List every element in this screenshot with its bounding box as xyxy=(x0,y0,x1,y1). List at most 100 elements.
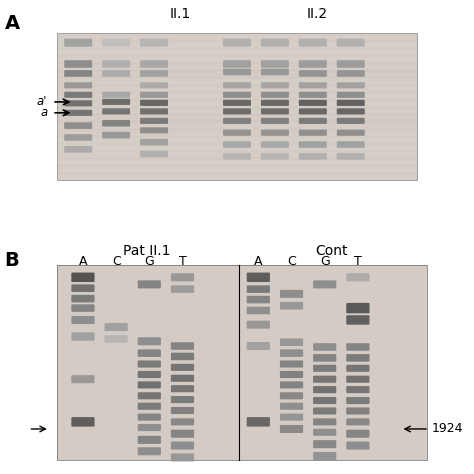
FancyBboxPatch shape xyxy=(337,100,365,106)
FancyBboxPatch shape xyxy=(299,82,327,89)
Bar xyxy=(57,77,417,84)
Bar xyxy=(57,41,417,48)
FancyBboxPatch shape xyxy=(223,69,251,75)
FancyBboxPatch shape xyxy=(313,428,337,436)
Text: G: G xyxy=(145,255,154,268)
FancyBboxPatch shape xyxy=(64,134,92,141)
Text: Pat II.1: Pat II.1 xyxy=(123,244,171,258)
FancyBboxPatch shape xyxy=(337,118,365,124)
FancyBboxPatch shape xyxy=(313,365,337,372)
FancyBboxPatch shape xyxy=(223,130,251,136)
FancyBboxPatch shape xyxy=(71,295,94,302)
FancyBboxPatch shape xyxy=(299,130,327,136)
FancyBboxPatch shape xyxy=(299,153,327,160)
Text: C: C xyxy=(112,255,120,268)
FancyBboxPatch shape xyxy=(346,407,370,414)
FancyBboxPatch shape xyxy=(137,361,161,368)
FancyBboxPatch shape xyxy=(261,100,289,106)
FancyBboxPatch shape xyxy=(313,452,337,460)
Text: T: T xyxy=(354,255,362,268)
FancyBboxPatch shape xyxy=(346,375,370,383)
FancyBboxPatch shape xyxy=(337,141,365,148)
FancyBboxPatch shape xyxy=(261,118,289,124)
FancyBboxPatch shape xyxy=(140,91,168,98)
FancyBboxPatch shape xyxy=(171,374,194,382)
Text: C: C xyxy=(287,255,296,268)
FancyBboxPatch shape xyxy=(346,273,370,282)
FancyBboxPatch shape xyxy=(171,407,194,414)
FancyBboxPatch shape xyxy=(140,128,168,134)
Bar xyxy=(239,265,427,460)
FancyBboxPatch shape xyxy=(299,70,327,77)
FancyBboxPatch shape xyxy=(71,375,94,383)
Bar xyxy=(57,84,417,92)
FancyBboxPatch shape xyxy=(71,332,94,341)
FancyBboxPatch shape xyxy=(102,60,130,68)
FancyBboxPatch shape xyxy=(313,375,337,383)
FancyBboxPatch shape xyxy=(71,284,94,292)
Text: a: a xyxy=(40,106,47,119)
FancyBboxPatch shape xyxy=(299,109,327,114)
FancyBboxPatch shape xyxy=(247,342,270,350)
FancyBboxPatch shape xyxy=(280,425,303,433)
FancyBboxPatch shape xyxy=(346,429,370,438)
Text: A: A xyxy=(254,255,263,268)
FancyBboxPatch shape xyxy=(313,280,337,288)
FancyBboxPatch shape xyxy=(313,397,337,404)
FancyBboxPatch shape xyxy=(64,91,92,98)
FancyBboxPatch shape xyxy=(337,60,365,68)
FancyBboxPatch shape xyxy=(64,109,92,116)
Text: T: T xyxy=(179,255,186,268)
FancyBboxPatch shape xyxy=(280,403,303,410)
FancyBboxPatch shape xyxy=(299,91,327,98)
FancyBboxPatch shape xyxy=(137,413,161,421)
FancyBboxPatch shape xyxy=(337,91,365,98)
FancyBboxPatch shape xyxy=(261,60,289,68)
FancyBboxPatch shape xyxy=(223,60,251,68)
Bar xyxy=(57,33,417,40)
FancyBboxPatch shape xyxy=(64,70,92,77)
Bar xyxy=(57,107,417,114)
FancyBboxPatch shape xyxy=(299,60,327,68)
FancyBboxPatch shape xyxy=(171,429,194,438)
FancyBboxPatch shape xyxy=(299,39,327,47)
Text: Cont: Cont xyxy=(316,244,348,258)
FancyBboxPatch shape xyxy=(140,70,168,77)
FancyBboxPatch shape xyxy=(337,39,365,47)
FancyBboxPatch shape xyxy=(280,392,303,399)
FancyBboxPatch shape xyxy=(71,417,94,427)
FancyBboxPatch shape xyxy=(140,151,168,157)
Text: G: G xyxy=(320,255,329,268)
FancyBboxPatch shape xyxy=(171,419,194,426)
FancyBboxPatch shape xyxy=(247,321,270,329)
Bar xyxy=(57,173,417,180)
FancyBboxPatch shape xyxy=(137,403,161,410)
FancyBboxPatch shape xyxy=(104,323,128,331)
FancyBboxPatch shape xyxy=(64,100,92,106)
FancyBboxPatch shape xyxy=(140,39,168,47)
FancyBboxPatch shape xyxy=(140,82,168,89)
FancyBboxPatch shape xyxy=(137,349,161,357)
FancyBboxPatch shape xyxy=(223,100,251,106)
FancyBboxPatch shape xyxy=(140,60,168,68)
FancyBboxPatch shape xyxy=(171,385,194,392)
FancyBboxPatch shape xyxy=(137,337,161,345)
FancyBboxPatch shape xyxy=(337,130,365,136)
FancyBboxPatch shape xyxy=(102,99,130,105)
FancyBboxPatch shape xyxy=(137,371,161,378)
FancyBboxPatch shape xyxy=(64,146,92,153)
Text: 1924: 1924 xyxy=(431,422,463,436)
FancyBboxPatch shape xyxy=(223,118,251,124)
Bar xyxy=(57,48,417,55)
FancyBboxPatch shape xyxy=(261,141,289,148)
FancyBboxPatch shape xyxy=(171,453,194,462)
FancyBboxPatch shape xyxy=(137,436,161,444)
FancyBboxPatch shape xyxy=(346,386,370,393)
Bar xyxy=(57,136,417,143)
FancyBboxPatch shape xyxy=(71,304,94,312)
FancyBboxPatch shape xyxy=(247,273,270,282)
Bar xyxy=(57,121,417,128)
Bar xyxy=(57,92,417,100)
FancyBboxPatch shape xyxy=(140,118,168,124)
FancyBboxPatch shape xyxy=(299,100,327,106)
